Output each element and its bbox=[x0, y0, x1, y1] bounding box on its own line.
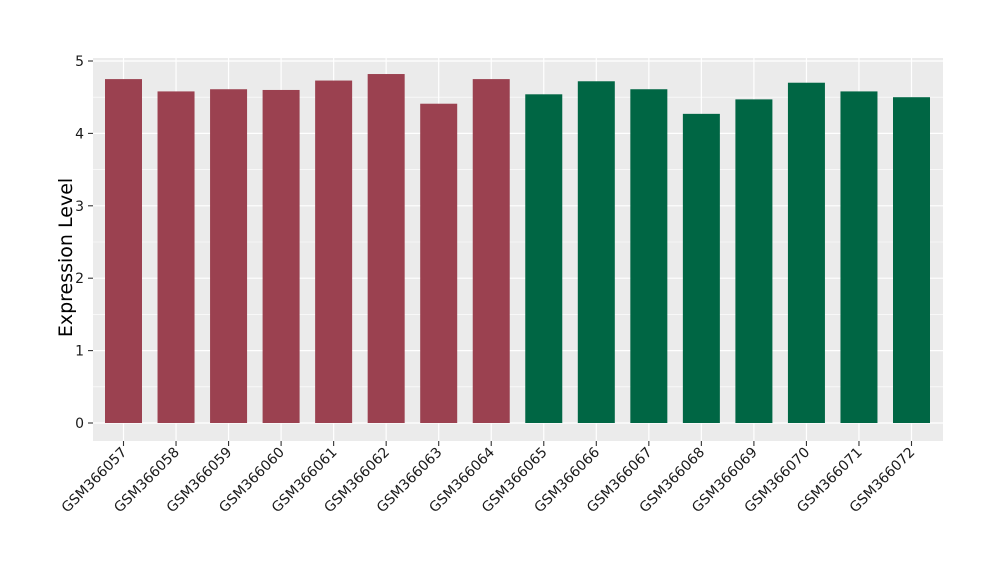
y-tick-label: 2 bbox=[75, 271, 84, 287]
bar-GSM366059 bbox=[210, 89, 248, 424]
bar-GSM366065 bbox=[525, 94, 563, 423]
bar-GSM366061 bbox=[315, 80, 353, 423]
bar-GSM366072 bbox=[893, 97, 930, 423]
y-tick-label: 5 bbox=[75, 54, 84, 70]
bar-GSM366071 bbox=[840, 91, 878, 424]
bar-GSM366063 bbox=[420, 103, 458, 423]
bar-GSM366057 bbox=[105, 79, 142, 423]
bar-GSM366068 bbox=[682, 113, 720, 424]
bar-GSM366060 bbox=[262, 89, 300, 424]
y-axis-label: Expression Level bbox=[55, 178, 77, 337]
bar-GSM366066 bbox=[577, 81, 615, 423]
bar-GSM366064 bbox=[472, 79, 510, 423]
y-tick-label: 0 bbox=[75, 416, 84, 432]
bar-GSM366058 bbox=[157, 91, 195, 424]
x-axis: GSM366057GSM366058GSM366059GSM366060GSM3… bbox=[59, 441, 918, 516]
y-tick-label: 3 bbox=[75, 199, 84, 215]
y-axis: 0 1 2 3 4 5 bbox=[75, 54, 93, 432]
y-tick-label: 1 bbox=[75, 344, 84, 360]
y-tick-label: 4 bbox=[75, 126, 84, 142]
bar-GSM366070 bbox=[787, 82, 825, 423]
bars-group bbox=[105, 74, 930, 424]
bar-GSM366069 bbox=[735, 99, 773, 423]
bar-GSM366062 bbox=[367, 74, 405, 424]
bar-GSM366067 bbox=[630, 89, 668, 424]
